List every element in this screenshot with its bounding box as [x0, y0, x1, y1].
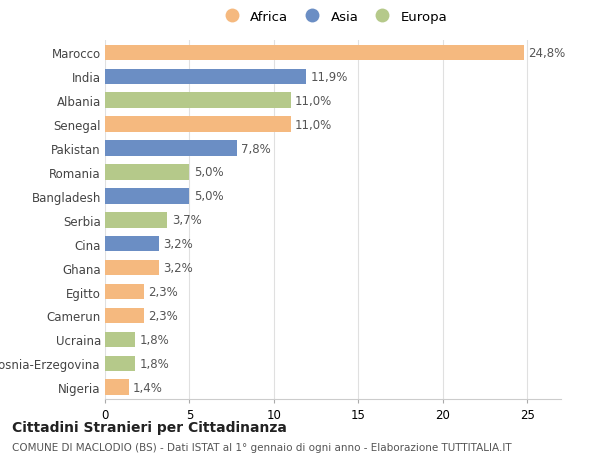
- Text: 1,8%: 1,8%: [140, 357, 169, 370]
- Text: 11,9%: 11,9%: [310, 71, 347, 84]
- Bar: [105, 284, 144, 300]
- Bar: [105, 236, 159, 252]
- Text: 1,8%: 1,8%: [140, 333, 169, 346]
- Text: 2,3%: 2,3%: [148, 285, 178, 298]
- Text: 5,0%: 5,0%: [194, 190, 223, 203]
- Text: 2,3%: 2,3%: [148, 309, 178, 322]
- Bar: [105, 332, 136, 347]
- Bar: [105, 189, 190, 204]
- Text: 7,8%: 7,8%: [241, 142, 271, 155]
- Text: 24,8%: 24,8%: [528, 47, 565, 60]
- Text: 5,0%: 5,0%: [194, 166, 223, 179]
- Bar: [105, 165, 190, 180]
- Bar: [105, 93, 291, 109]
- Bar: [105, 117, 291, 133]
- Text: COMUNE DI MACLODIO (BS) - Dati ISTAT al 1° gennaio di ogni anno - Elaborazione T: COMUNE DI MACLODIO (BS) - Dati ISTAT al …: [12, 442, 512, 452]
- Bar: [105, 356, 136, 371]
- Text: 1,4%: 1,4%: [133, 381, 163, 394]
- Bar: [105, 69, 306, 85]
- Bar: [105, 213, 167, 228]
- Bar: [105, 141, 237, 157]
- Text: 3,7%: 3,7%: [172, 214, 202, 227]
- Text: 3,2%: 3,2%: [163, 262, 193, 274]
- Text: Cittadini Stranieri per Cittadinanza: Cittadini Stranieri per Cittadinanza: [12, 420, 287, 434]
- Legend: Africa, Asia, Europa: Africa, Asia, Europa: [215, 7, 451, 28]
- Text: 11,0%: 11,0%: [295, 95, 332, 107]
- Text: 3,2%: 3,2%: [163, 238, 193, 251]
- Bar: [105, 260, 159, 276]
- Bar: [105, 308, 144, 324]
- Bar: [105, 45, 524, 61]
- Bar: [105, 380, 128, 395]
- Text: 11,0%: 11,0%: [295, 118, 332, 131]
